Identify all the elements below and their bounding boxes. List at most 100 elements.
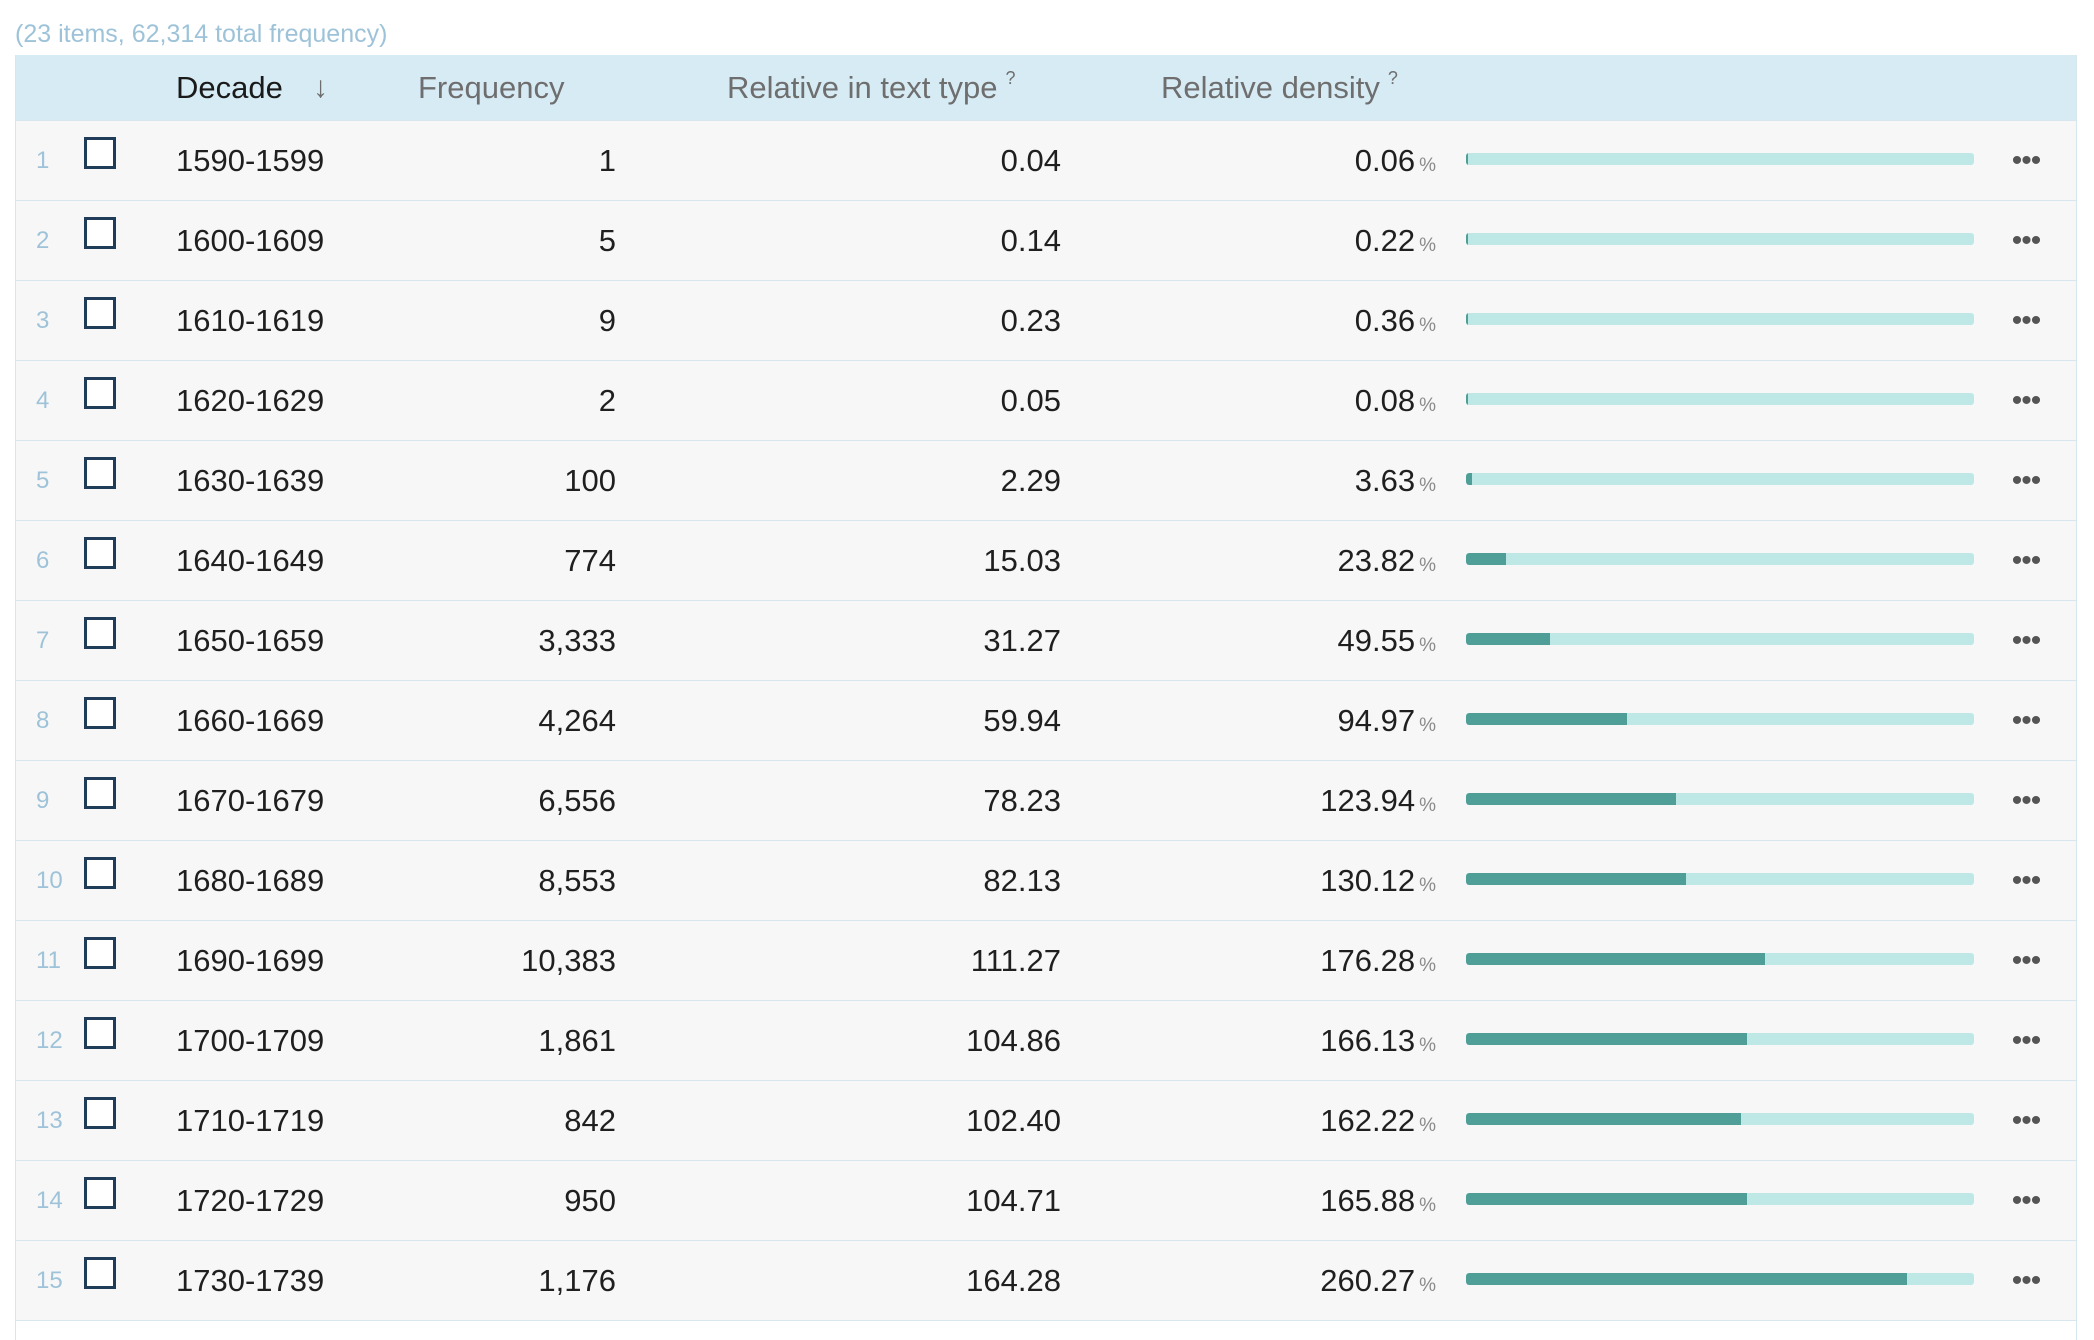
table-row: 10 1680-1689 8,553 82.13 130.12% ••• <box>16 841 2076 921</box>
sort-descending-icon[interactable]: ↓ <box>313 71 328 104</box>
relative-in-text-type-cell: 2.29 <box>1000 463 1061 498</box>
decade-cell: 1730-1739 <box>176 1263 325 1298</box>
more-options-icon[interactable]: ••• <box>2011 224 2042 257</box>
row-checkbox[interactable] <box>84 137 116 169</box>
table-row: 8 1660-1669 4,264 59.94 94.97% ••• <box>16 681 2076 761</box>
percent-sign: % <box>1419 555 1436 576</box>
more-options-icon[interactable]: ••• <box>2011 1104 2042 1137</box>
more-options-icon[interactable]: ••• <box>2011 864 2042 897</box>
relative-in-text-type-cell: 0.23 <box>1000 303 1061 338</box>
row-checkbox[interactable] <box>84 937 116 969</box>
percent-sign: % <box>1419 155 1436 176</box>
relative-density-value: 0.22 <box>1354 223 1416 258</box>
more-options-icon[interactable]: ••• <box>2011 944 2042 977</box>
relative-density-value: 260.27 <box>1320 1263 1416 1298</box>
decade-cell: 1650-1659 <box>176 623 325 658</box>
relative-density-value: 0.08 <box>1354 383 1416 418</box>
column-header-relative-in-text-type[interactable]: Relative in text type? <box>727 55 1016 120</box>
row-index: 13 <box>36 1107 63 1134</box>
density-bar-fill <box>1466 153 1469 165</box>
table-row: 5 1630-1639 100 2.29 3.63% ••• <box>16 441 2076 521</box>
more-options-icon[interactable]: ••• <box>2011 384 2042 417</box>
table-row: 11 1690-1699 10,383 111.27 176.28% ••• <box>16 921 2076 1001</box>
frequency-cell: 2 <box>598 383 616 418</box>
frequency-cell: 1 <box>598 143 616 178</box>
decade-cell: 1610-1619 <box>176 303 325 338</box>
relative-density-cell: 94.97% <box>1246 681 1436 760</box>
density-bar-fill <box>1466 633 1550 645</box>
relative-in-text-type-cell: 59.94 <box>983 703 1061 738</box>
help-icon[interactable]: ? <box>1005 68 1016 88</box>
decade-cell: 1660-1669 <box>176 703 325 738</box>
percent-sign: % <box>1419 1275 1436 1296</box>
row-index: 12 <box>36 1027 63 1054</box>
more-options-icon[interactable]: ••• <box>2011 464 2042 497</box>
column-header-frequency[interactable]: Frequency <box>418 70 565 105</box>
percent-sign: % <box>1419 395 1436 416</box>
relative-in-text-type-cell: 104.86 <box>966 1023 1061 1058</box>
row-checkbox[interactable] <box>84 617 116 649</box>
density-bar <box>1466 1193 1974 1205</box>
frequency-cell: 3,333 <box>538 623 616 658</box>
row-checkbox[interactable] <box>84 1177 116 1209</box>
frequency-cell: 1,861 <box>538 1023 616 1058</box>
row-checkbox[interactable] <box>84 217 116 249</box>
row-checkbox[interactable] <box>84 377 116 409</box>
row-checkbox[interactable] <box>84 297 116 329</box>
relative-in-text-type-cell: 78.23 <box>983 783 1061 818</box>
relative-in-text-type-cell: 15.03 <box>983 543 1061 578</box>
relative-in-text-type-cell: 0.14 <box>1000 223 1061 258</box>
more-options-icon[interactable]: ••• <box>2011 784 2042 817</box>
row-index: 3 <box>36 307 50 334</box>
row-checkbox[interactable] <box>84 457 116 489</box>
relative-density-cell: 260.27% <box>1246 1241 1436 1320</box>
more-options-icon[interactable]: ••• <box>2011 544 2042 577</box>
row-checkbox[interactable] <box>84 777 116 809</box>
result-summary: (23 items, 62,314 total frequency) <box>15 20 388 48</box>
row-checkbox[interactable] <box>84 857 116 889</box>
density-bar <box>1466 1113 1974 1125</box>
column-header-relative-density[interactable]: Relative density? <box>1161 55 1398 120</box>
row-checkbox[interactable] <box>84 1097 116 1129</box>
more-options-icon[interactable]: ••• <box>2011 624 2042 657</box>
relative-in-text-type-cell: 0.05 <box>1000 383 1061 418</box>
row-checkbox[interactable] <box>84 1017 116 1049</box>
row-checkbox[interactable] <box>84 537 116 569</box>
table-row: 4 1620-1629 2 0.05 0.08% ••• <box>16 361 2076 441</box>
density-bar <box>1466 313 1974 325</box>
row-index: 2 <box>36 227 50 254</box>
row-checkbox[interactable] <box>84 697 116 729</box>
more-options-icon[interactable]: ••• <box>2011 304 2042 337</box>
relative-density-cell: 3.63% <box>1246 441 1436 520</box>
help-icon[interactable]: ? <box>1387 68 1398 88</box>
percent-sign: % <box>1419 795 1436 816</box>
frequency-table: Decade ↓ Frequency Relative in text type… <box>15 55 2077 1340</box>
relative-in-text-type-cell: 164.28 <box>966 1263 1061 1298</box>
density-bar-fill <box>1466 473 1473 485</box>
decade-cell: 1590-1599 <box>176 143 325 178</box>
percent-sign: % <box>1419 1035 1436 1056</box>
density-bar <box>1466 793 1974 805</box>
more-options-icon[interactable]: ••• <box>2011 1024 2042 1057</box>
more-options-icon[interactable]: ••• <box>2011 704 2042 737</box>
more-options-icon[interactable]: ••• <box>2011 1184 2042 1217</box>
percent-sign: % <box>1419 1115 1436 1136</box>
table-row: 14 1720-1729 950 104.71 165.88% ••• <box>16 1161 2076 1241</box>
relative-density-cell: 0.36% <box>1246 281 1436 360</box>
row-checkbox[interactable] <box>84 1257 116 1289</box>
row-index: 11 <box>36 947 61 974</box>
frequency-cell: 774 <box>564 543 616 578</box>
column-header-relative-density-label: Relative density <box>1161 70 1380 105</box>
relative-in-text-type-cell: 111.27 <box>970 943 1061 978</box>
density-bar-fill <box>1466 1273 1907 1285</box>
table-row: 6 1640-1649 774 15.03 23.82% ••• <box>16 521 2076 601</box>
percent-sign: % <box>1419 875 1436 896</box>
more-options-icon[interactable]: ••• <box>2011 144 2042 177</box>
more-options-icon[interactable]: ••• <box>2011 1264 2042 1297</box>
relative-density-cell: 49.55% <box>1246 601 1436 680</box>
relative-density-value: 94.97 <box>1337 703 1416 738</box>
frequency-cell: 950 <box>564 1183 616 1218</box>
column-header-decade[interactable]: Decade <box>176 70 283 105</box>
percent-sign: % <box>1419 715 1436 736</box>
relative-density-value: 0.36 <box>1354 303 1416 338</box>
